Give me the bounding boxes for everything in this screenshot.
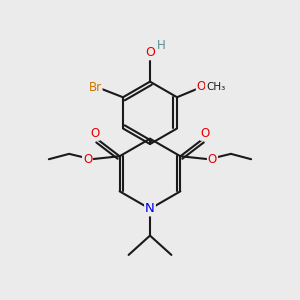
Text: CH₃: CH₃: [206, 82, 225, 92]
Text: O: O: [145, 46, 155, 59]
Text: O: O: [90, 127, 99, 140]
Text: Br: Br: [88, 81, 102, 94]
Text: H: H: [157, 39, 166, 52]
Text: O: O: [197, 80, 206, 93]
Text: N: N: [145, 202, 155, 215]
Text: O: O: [201, 127, 210, 140]
Text: O: O: [208, 153, 217, 166]
Text: O: O: [83, 153, 92, 166]
